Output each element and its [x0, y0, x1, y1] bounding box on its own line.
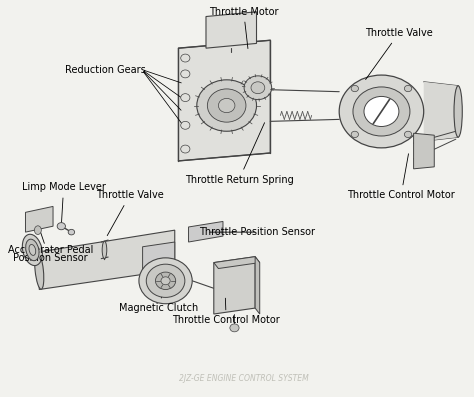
Ellipse shape: [102, 241, 107, 258]
Text: Throttle Control Motor: Throttle Control Motor: [347, 154, 455, 200]
Text: Position Sensor: Position Sensor: [13, 253, 88, 263]
Ellipse shape: [22, 234, 42, 266]
Circle shape: [244, 76, 272, 100]
Ellipse shape: [35, 252, 44, 289]
Circle shape: [181, 145, 190, 153]
Circle shape: [181, 54, 190, 62]
Polygon shape: [214, 256, 260, 268]
Circle shape: [404, 131, 412, 138]
Circle shape: [57, 223, 65, 230]
Text: Throttle Position Sensor: Throttle Position Sensor: [200, 227, 315, 237]
Circle shape: [68, 229, 74, 235]
Circle shape: [155, 272, 176, 289]
Circle shape: [251, 82, 265, 94]
Circle shape: [351, 131, 358, 138]
Circle shape: [207, 89, 246, 122]
Text: Throttle Valve: Throttle Valve: [96, 190, 164, 236]
Text: 2JZ-GE ENGINE CONTROL SYSTEM: 2JZ-GE ENGINE CONTROL SYSTEM: [179, 374, 309, 383]
Circle shape: [146, 264, 185, 297]
Polygon shape: [424, 82, 458, 141]
Text: Reduction Gears: Reduction Gears: [65, 65, 146, 75]
Polygon shape: [255, 256, 260, 314]
Circle shape: [364, 96, 399, 127]
Polygon shape: [214, 256, 255, 314]
Circle shape: [353, 87, 410, 136]
Circle shape: [339, 75, 424, 148]
Text: Throttle Motor: Throttle Motor: [209, 6, 278, 48]
Text: Throttle Control Motor: Throttle Control Motor: [173, 298, 280, 326]
Text: Throttle Valve: Throttle Valve: [365, 28, 433, 79]
Polygon shape: [414, 133, 434, 169]
Circle shape: [197, 80, 256, 131]
Text: Accelerator Pedal: Accelerator Pedal: [8, 245, 93, 255]
Text: Limp Mode Lever: Limp Mode Lever: [22, 183, 106, 224]
Polygon shape: [206, 12, 256, 48]
Text: Throttle Return Spring: Throttle Return Spring: [185, 123, 293, 185]
Ellipse shape: [29, 245, 36, 255]
Circle shape: [139, 258, 192, 304]
Polygon shape: [39, 230, 175, 289]
Circle shape: [219, 98, 235, 113]
Polygon shape: [143, 242, 175, 274]
Ellipse shape: [35, 226, 41, 235]
Polygon shape: [189, 222, 223, 242]
Text: Magnetic Clutch: Magnetic Clutch: [119, 283, 198, 314]
Ellipse shape: [454, 86, 462, 137]
Circle shape: [161, 277, 170, 285]
Circle shape: [181, 94, 190, 102]
Circle shape: [404, 85, 412, 92]
Circle shape: [181, 70, 190, 78]
Circle shape: [181, 121, 190, 129]
Circle shape: [351, 85, 358, 92]
Circle shape: [230, 324, 239, 332]
Ellipse shape: [26, 239, 39, 261]
Polygon shape: [26, 206, 53, 232]
Polygon shape: [178, 40, 270, 161]
